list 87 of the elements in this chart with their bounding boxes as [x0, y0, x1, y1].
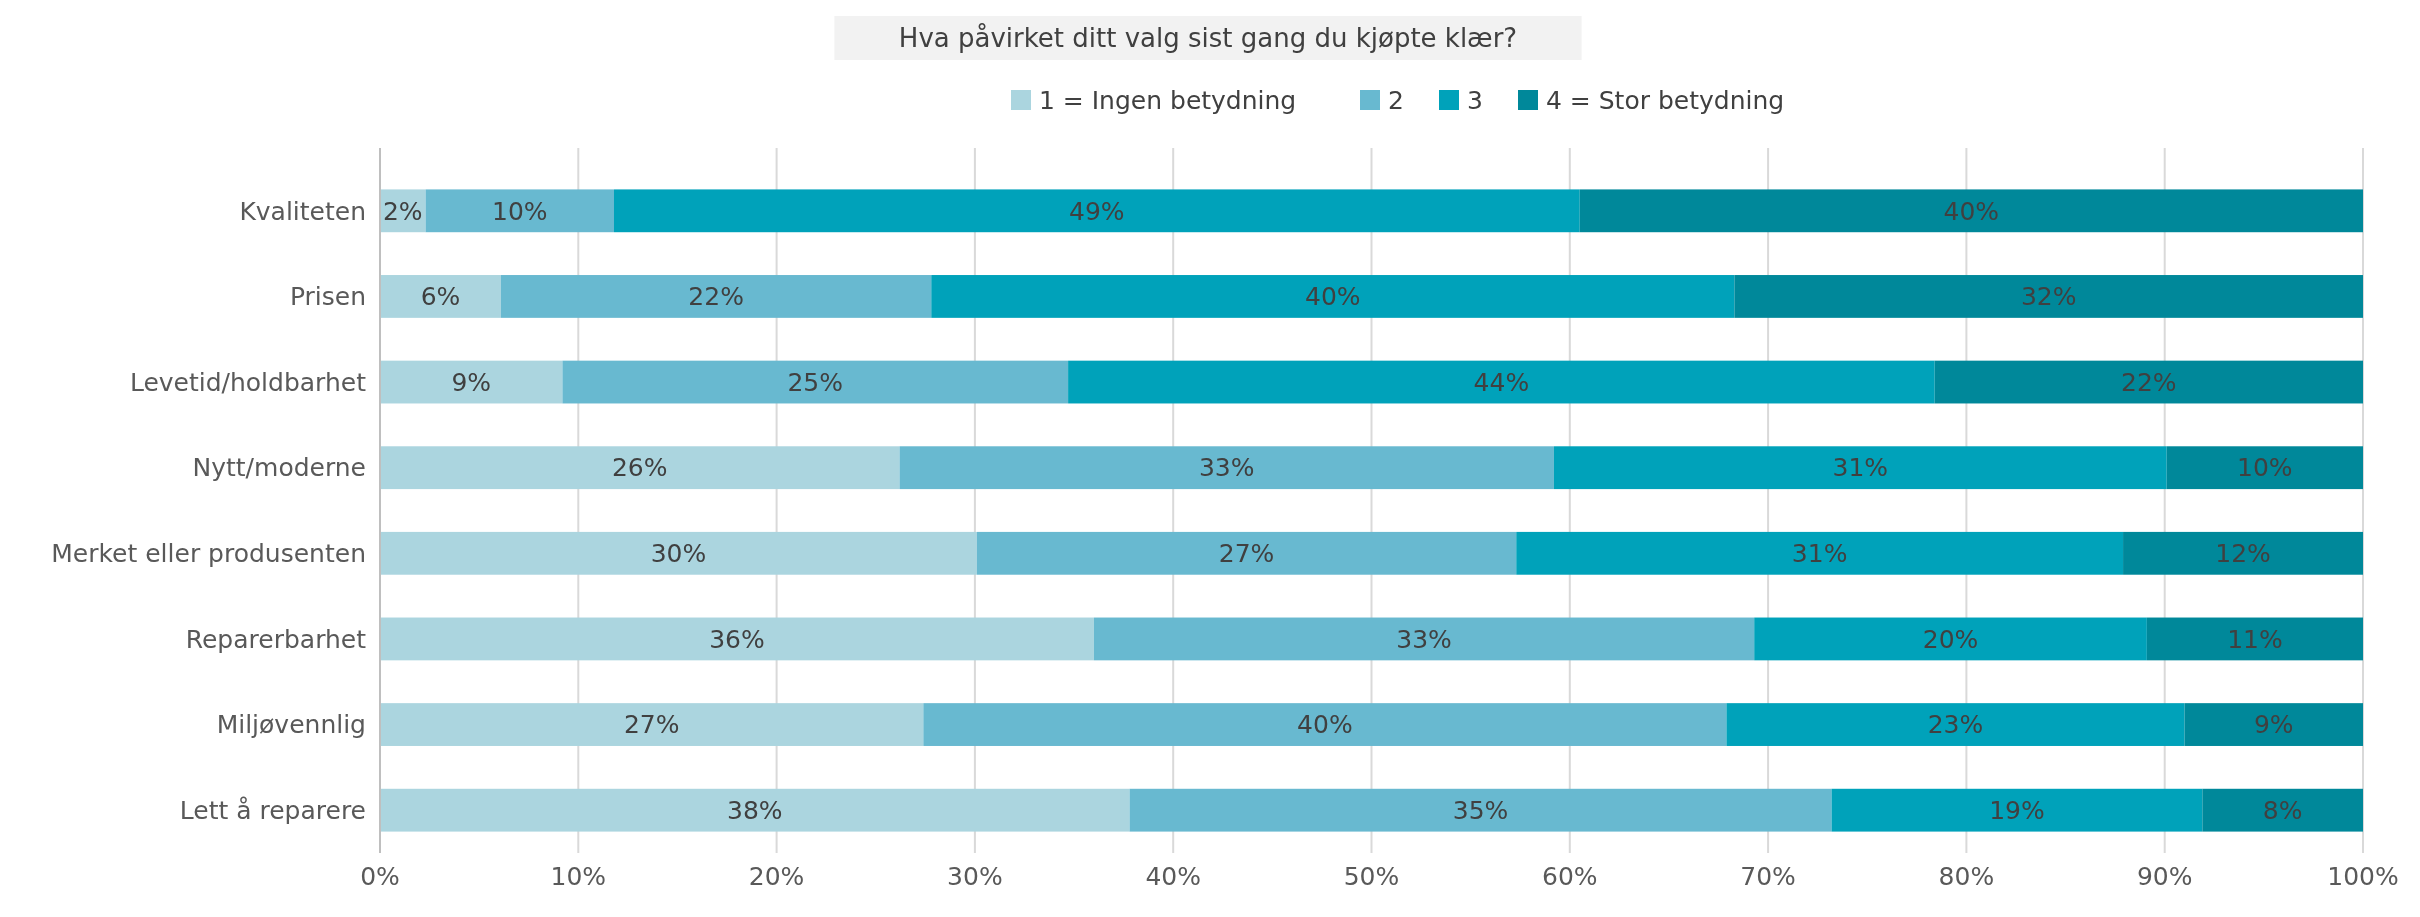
- x-tick-label: 40%: [1145, 862, 1201, 891]
- y-tick-label: Reparerbarhet: [185, 624, 367, 654]
- data-label: 19%: [1989, 795, 2045, 825]
- bar: [1831, 788, 2203, 832]
- bar: [1726, 703, 2185, 746]
- bar: [1068, 360, 1935, 404]
- data-label: 44%: [1473, 367, 1530, 397]
- data-label: 2%: [382, 196, 423, 226]
- legend-label: 4 = Stor betydning: [1546, 85, 1785, 115]
- data-label: 10%: [492, 196, 548, 226]
- x-tick-label: 10%: [550, 862, 607, 891]
- y-tick-label: Nytt/moderne: [192, 453, 366, 483]
- bar: [380, 446, 900, 490]
- bar: [2123, 531, 2363, 575]
- y-tick-label: Levetid/holdbarhet: [129, 367, 367, 397]
- bar: [1516, 531, 2124, 575]
- data-label: 30%: [650, 539, 707, 569]
- data-label: 31%: [1791, 539, 1848, 569]
- bar: [380, 275, 501, 318]
- bar: [923, 703, 1727, 746]
- data-label: 49%: [1069, 196, 1125, 226]
- bar: [2184, 703, 2363, 746]
- y-tick-label: Miljøvennlig: [216, 710, 366, 740]
- y-tick-label: Merket eller produsenten: [51, 539, 366, 569]
- data-label: 8%: [2262, 795, 2303, 825]
- y-tick-label: Prisen: [289, 282, 366, 312]
- bar: [562, 360, 1069, 404]
- x-tick-label: 90%: [2136, 862, 2193, 891]
- y-tick-label: Kvaliteten: [239, 196, 366, 226]
- bar: [1093, 617, 1755, 661]
- bar: [380, 360, 563, 404]
- data-label: 40%: [1297, 710, 1353, 740]
- data-label: 6%: [420, 282, 461, 312]
- x-tick-label: 20%: [748, 862, 805, 891]
- data-label: 27%: [1218, 539, 1275, 569]
- data-label: 22%: [688, 282, 744, 312]
- bar: [931, 275, 1735, 318]
- bar: [1934, 360, 2363, 404]
- data-label: 26%: [611, 453, 668, 483]
- x-tick-label: 60%: [1542, 862, 1598, 891]
- y-tick-label: Lett å reparere: [179, 795, 366, 825]
- data-label: 23%: [1927, 710, 1984, 740]
- legend-label: 1 = Ingen betydning: [1039, 85, 1297, 115]
- bar: [2202, 788, 2363, 832]
- data-label: 40%: [1305, 282, 1361, 312]
- bar: [976, 531, 1517, 575]
- data-label: 38%: [727, 795, 783, 825]
- data-label: 35%: [1452, 795, 1509, 825]
- bar: [1553, 446, 2167, 490]
- data-label: 31%: [1832, 453, 1889, 483]
- bar: [425, 189, 614, 233]
- x-tick-label: 50%: [1343, 862, 1400, 891]
- data-label: 9%: [2253, 710, 2294, 740]
- bar: [1579, 189, 2363, 233]
- data-label: 36%: [709, 624, 765, 654]
- bar: [1734, 275, 2363, 318]
- x-tick-label: 70%: [1740, 862, 1796, 891]
- bar: [380, 788, 1130, 832]
- bar: [380, 617, 1094, 661]
- data-label: 9%: [451, 367, 492, 397]
- data-label: 33%: [1396, 624, 1452, 654]
- bar: [2166, 446, 2363, 490]
- bar: [500, 275, 932, 318]
- x-tick-label: 100%: [2327, 862, 2399, 891]
- data-label: 11%: [2227, 624, 2283, 654]
- data-label: 20%: [1922, 624, 1979, 654]
- bar: [899, 446, 1554, 490]
- legend-label: 3: [1467, 85, 1483, 115]
- data-label: 27%: [623, 710, 680, 740]
- legend-label: 2: [1388, 85, 1404, 115]
- bar: [380, 531, 977, 575]
- bar: [380, 703, 924, 746]
- chart-title: Hva påvirket ditt valg sist gang du kjøpte klær?: [898, 23, 1518, 54]
- data-label: 40%: [1943, 196, 2000, 226]
- x-tick-label: 30%: [947, 862, 1003, 891]
- data-label: 33%: [1198, 453, 1255, 483]
- data-label: 32%: [2020, 282, 2077, 312]
- data-label: 25%: [787, 367, 844, 397]
- x-tick-label: 80%: [1938, 862, 1995, 891]
- data-label: 10%: [2237, 453, 2293, 483]
- data-label: 22%: [2121, 367, 2177, 397]
- bar: [2146, 617, 2363, 661]
- data-label: 12%: [2215, 539, 2271, 569]
- x-tick-label: 0%: [360, 862, 400, 891]
- bar: [613, 189, 1580, 233]
- bar: [1129, 788, 1832, 832]
- bar: [1754, 617, 2147, 661]
